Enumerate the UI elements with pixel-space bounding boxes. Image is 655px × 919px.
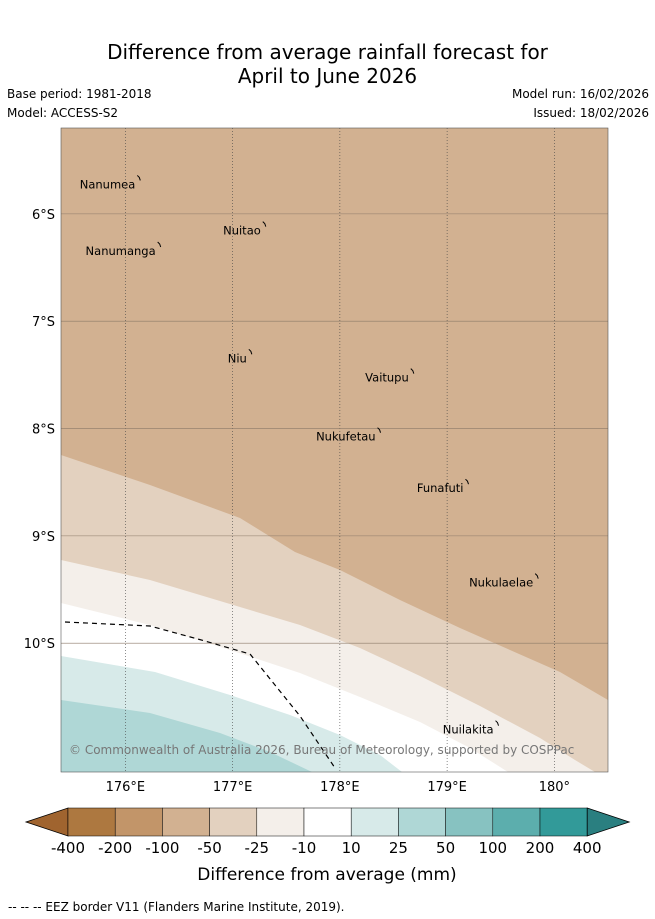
legend-title: Difference from average (mm) bbox=[197, 865, 456, 885]
model-run: Model run: 16/02/2026 bbox=[511, 87, 649, 101]
colorbar-swatch bbox=[398, 807, 446, 837]
colorbar-swatch bbox=[303, 807, 352, 837]
base-period: Base period: 1981-2018 bbox=[7, 87, 152, 101]
lon-tick-label: 176°E bbox=[106, 780, 146, 795]
title-line-1: Difference from average rainfall forecas… bbox=[107, 40, 548, 64]
lat-tick-label: 9°S bbox=[32, 530, 55, 545]
colorbar-swatch bbox=[67, 807, 116, 837]
axis-labels: 176°E 177°E 178°E 179°E 180° 6°S 7°S 8°S 9°S 10°S bbox=[24, 208, 570, 795]
colorbar-swatch bbox=[350, 807, 399, 837]
place-label: Nanumanga bbox=[86, 244, 156, 258]
contour-band-wet-25-50 bbox=[61, 700, 312, 772]
colorbar-tick-label: 200 bbox=[526, 839, 555, 857]
colorbar-tick-label: 10 bbox=[342, 839, 361, 857]
title-line-2: April to June 2026 bbox=[237, 64, 418, 88]
lat-tick-label: 7°S bbox=[32, 315, 55, 330]
colorbar-tick-label: -100 bbox=[145, 839, 179, 857]
eez-footnote: -- -- -- EEZ border V11 (Flanders Marine… bbox=[8, 900, 345, 914]
colorbar: -400 -200 -100 -50 -25 -10 10 25 50 100 200 400 bbox=[24, 807, 631, 857]
island-outline bbox=[377, 427, 382, 433]
colorbar-extend-high bbox=[586, 807, 631, 837]
place-label: Nuitao bbox=[223, 224, 261, 238]
colorbar-swatch bbox=[445, 807, 494, 837]
rainfall-contours bbox=[61, 128, 608, 772]
lon-tick-label: 179°E bbox=[427, 780, 467, 795]
colorbar-swatch bbox=[256, 807, 305, 837]
colorbar-tick-label: 50 bbox=[436, 839, 455, 857]
copyright-notice: © Commonwealth of Australia 2026, Bureau… bbox=[69, 743, 574, 757]
colorbar-tick-label: -10 bbox=[292, 839, 317, 857]
eez-border bbox=[64, 621, 336, 769]
lon-tick-label: 178°E bbox=[320, 780, 360, 795]
island-outline bbox=[157, 241, 162, 248]
colorbar-swatch bbox=[114, 807, 163, 837]
place-label: Vaitupu bbox=[365, 371, 409, 385]
model-name: Model: ACCESS-S2 bbox=[7, 106, 119, 120]
lat-tick-label: 6°S bbox=[32, 208, 55, 223]
island-outline bbox=[465, 478, 469, 485]
colorbar-swatch bbox=[209, 807, 258, 837]
island-outline bbox=[136, 175, 141, 181]
island-outline bbox=[410, 368, 415, 374]
place-label: Nukulaelae bbox=[469, 576, 533, 590]
colorbar-tick-label: 400 bbox=[573, 839, 602, 857]
place-label: Funafuti bbox=[417, 481, 464, 495]
island-outline bbox=[534, 573, 539, 579]
place-label: Nuilakita bbox=[443, 723, 494, 737]
colorbar-tick-label: -25 bbox=[245, 839, 270, 857]
place-label: Nanumea bbox=[80, 177, 136, 191]
lat-tick-label: 10°S bbox=[24, 637, 55, 652]
map-frame bbox=[60, 127, 609, 773]
island-outline bbox=[495, 720, 500, 726]
colorbar-swatch bbox=[539, 807, 588, 837]
colorbar-tick-label: -50 bbox=[197, 839, 222, 857]
colorbar-swatch bbox=[162, 807, 210, 837]
lat-tick-label: 8°S bbox=[32, 423, 55, 438]
place-label: Niu bbox=[228, 351, 247, 365]
island-outline bbox=[262, 221, 267, 227]
issued-date: Issued: 18/02/2026 bbox=[533, 106, 649, 120]
colorbar-tick-label: 100 bbox=[478, 839, 507, 857]
lon-tick-label: 180° bbox=[539, 780, 570, 795]
lon-tick-label: 177°E bbox=[213, 780, 253, 795]
colorbar-tick-label: -400 bbox=[51, 839, 85, 857]
colorbar-tick-label: -200 bbox=[98, 839, 132, 857]
gridlines bbox=[61, 128, 608, 772]
chart-title: Difference from average rainfall forecas… bbox=[0, 40, 655, 88]
colorbar-swatch bbox=[492, 807, 541, 837]
colorbar-tick-label: 25 bbox=[389, 839, 408, 857]
colorbar-extend-low bbox=[24, 807, 69, 837]
island-outline bbox=[248, 348, 253, 355]
islands: Nanumea Nuitao Nanumanga Niu Vaitupu Nukufeta… bbox=[80, 175, 539, 737]
place-label: Nukufetau bbox=[316, 430, 375, 444]
